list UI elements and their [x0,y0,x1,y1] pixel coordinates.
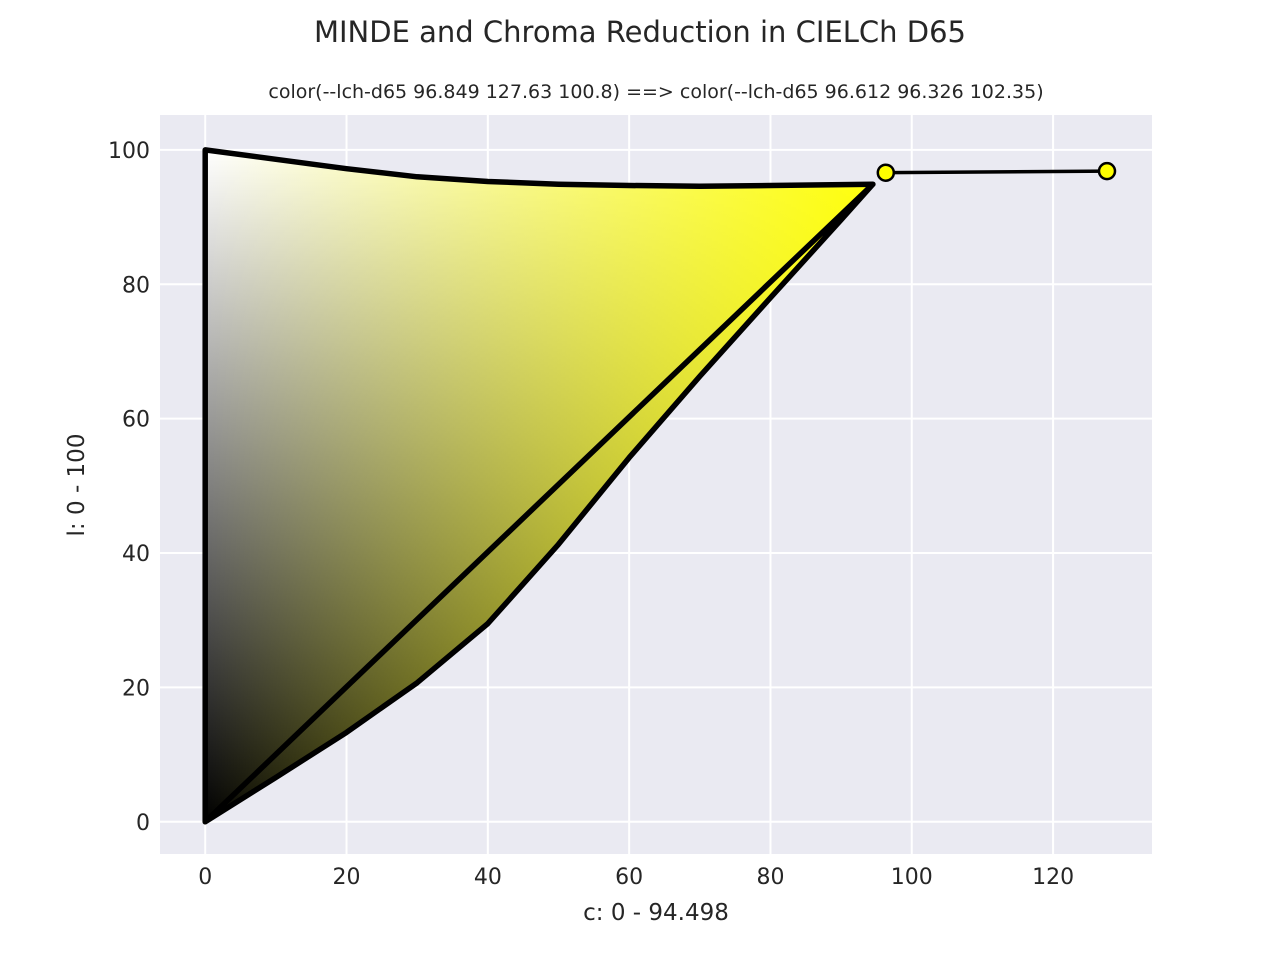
chart-subtitle: color(--lch-d65 96.849 127.63 100.8) ==>… [268,81,1043,103]
x-tick-label: 120 [1032,865,1074,890]
x-axis-ticks: 0 20 40 60 80 100 120 [198,865,1074,890]
x-tick-label: 40 [474,865,502,890]
chroma-reduction-line [885,169,1108,175]
x-axis-label: c: 0 - 94.498 [583,900,729,926]
x-tick-label: 80 [756,865,784,890]
gamut-fill-chroma [205,149,873,822]
x-tick-label: 0 [198,865,212,890]
chart-title: MINDE and Chroma Reduction in CIELCh D65 [314,15,966,49]
x-tick-label: 60 [615,865,643,890]
y-tick-label: 100 [108,139,150,164]
y-axis-label: l: 0 - 100 [64,434,90,537]
y-tick-label: 20 [122,676,150,701]
y-tick-label: 80 [122,273,150,298]
original-color-point [1097,161,1117,181]
x-tick-label: 100 [891,865,933,890]
y-tick-label: 60 [122,408,150,433]
gamut-boundary-line [202,147,876,825]
x-tick-label: 20 [333,865,361,890]
y-tick-label: 0 [136,811,150,836]
y-tick-label: 40 [122,542,150,567]
y-axis-ticks: 0 20 40 60 80 100 [108,139,150,836]
mapped-color-point [876,163,896,182]
